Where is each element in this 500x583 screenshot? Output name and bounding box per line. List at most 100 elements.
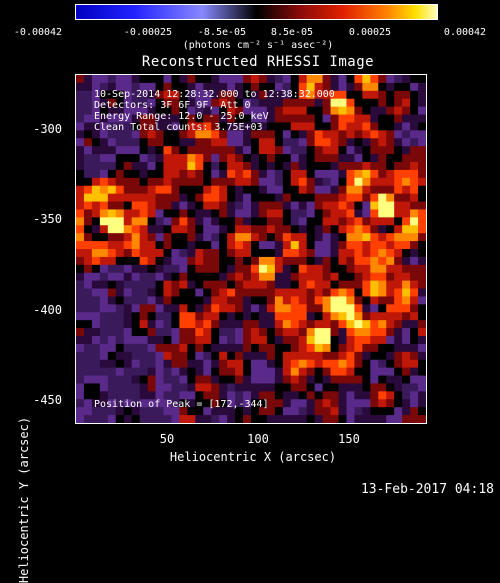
heatmap-cell [91,169,101,179]
heatmap-cell [402,114,411,123]
heatmap-cell [298,177,308,187]
heatmap-cell [394,328,403,337]
heatmap-cell [418,169,426,179]
heatmap-cell [362,169,371,179]
heatmap-cell [155,304,164,313]
heatmap-cell [362,256,371,266]
heatmap-cell [235,399,244,408]
heatmap-cell [298,256,308,266]
heatmap-cell [187,241,196,250]
heatmap-cell [362,154,371,163]
heatmap-cell [83,75,93,84]
heatmap-cell [243,375,252,384]
heatmap-cell [139,407,149,416]
heatmap-cell [402,90,411,100]
heatmap-cell [131,177,141,187]
heatmap-cell [195,90,204,100]
heatmap-cell [354,154,363,163]
heatmap-cell [115,169,125,179]
heatmap-cell [386,312,395,321]
heatmap-cell [251,320,260,329]
heatmap-cell [282,304,292,313]
heatmap-cell [370,367,379,377]
heatmap-cell [274,280,284,290]
heatmap-cell [322,343,332,353]
heatmap-cell [76,359,85,369]
heatmap-cell [290,75,300,84]
heatmap-cell [251,114,260,123]
heatmap-cell [115,343,125,353]
heatmap-cell [123,225,133,234]
heatmap-cell [290,415,300,423]
heatmap-cell [139,320,149,329]
heatmap-cell [282,193,292,203]
heatmap-cell [219,209,228,218]
heatmap-cell [76,383,85,392]
heatmap-cell [362,201,371,210]
heatmap-cell [290,177,300,187]
heatmap-cell [163,201,172,210]
heatmap-cell [219,122,228,131]
heatmap-cell [330,209,339,218]
heatmap-cell [306,375,316,384]
heatmap-cell [402,304,411,313]
heatmap-cell [91,114,101,123]
heatmap-cell [219,82,228,92]
heatmap-cell [418,288,426,297]
heatmap-cell [203,241,212,250]
heatmap-cell [139,336,149,345]
heatmap-cell [219,217,228,226]
heatmap-cell [338,367,347,377]
heatmap-cell [378,122,387,131]
heatmap-cell [179,114,188,123]
heatmap-cell [195,154,204,163]
heatmap-cell [83,82,93,92]
heatmap-cell [418,193,426,203]
heatmap-cell [83,280,93,290]
heatmap-cell [386,256,395,266]
heatmap-cell [195,114,204,123]
heatmap-cell [378,154,387,163]
heatmap-cell [123,193,133,203]
heatmap-cell [107,138,117,147]
heatmap-cell [171,336,180,345]
heatmap-cell [155,209,164,218]
heatmap-cell [314,146,324,155]
heatmap-cell [219,98,228,108]
heatmap-cell [219,328,228,337]
heatmap-cell [266,162,276,171]
heatmap-cell [179,343,188,353]
heatmap-cell [179,154,188,163]
heatmap-cell [378,75,387,84]
heatmap-cell [115,336,125,345]
heatmap-cell [410,249,419,258]
heatmap-cell [314,359,324,369]
heatmap-cell [370,312,379,321]
heatmap-cell [258,217,268,226]
heatmap-cell [418,241,426,250]
heatmap-cell [227,304,236,313]
heatmap-cell [227,90,236,100]
heatmap-cell [258,399,268,408]
heatmap-cell [322,407,332,416]
heatmap-cell [266,98,276,108]
heatmap-cell [187,225,196,234]
heatmap-cell [354,391,363,400]
heatmap-cell [362,375,371,384]
heatmap-cell [115,320,125,329]
heatmap-cell [378,304,387,313]
heatmap-cell [378,233,387,242]
heatmap-cell [394,272,403,282]
heatmap-cell [107,185,117,195]
heatmap-cell [163,288,172,297]
heatmap-cell [115,272,125,282]
heatmap-cell [171,383,180,392]
heatmap-cell [314,328,324,337]
heatmap-cell [99,399,109,408]
heatmap-cell [258,391,268,400]
heatmap-cell [139,399,149,408]
heatmap-cell [258,264,268,274]
heatmap-cell [378,98,387,108]
heatmap-cell [139,138,149,147]
heatmap-cell [274,367,284,377]
